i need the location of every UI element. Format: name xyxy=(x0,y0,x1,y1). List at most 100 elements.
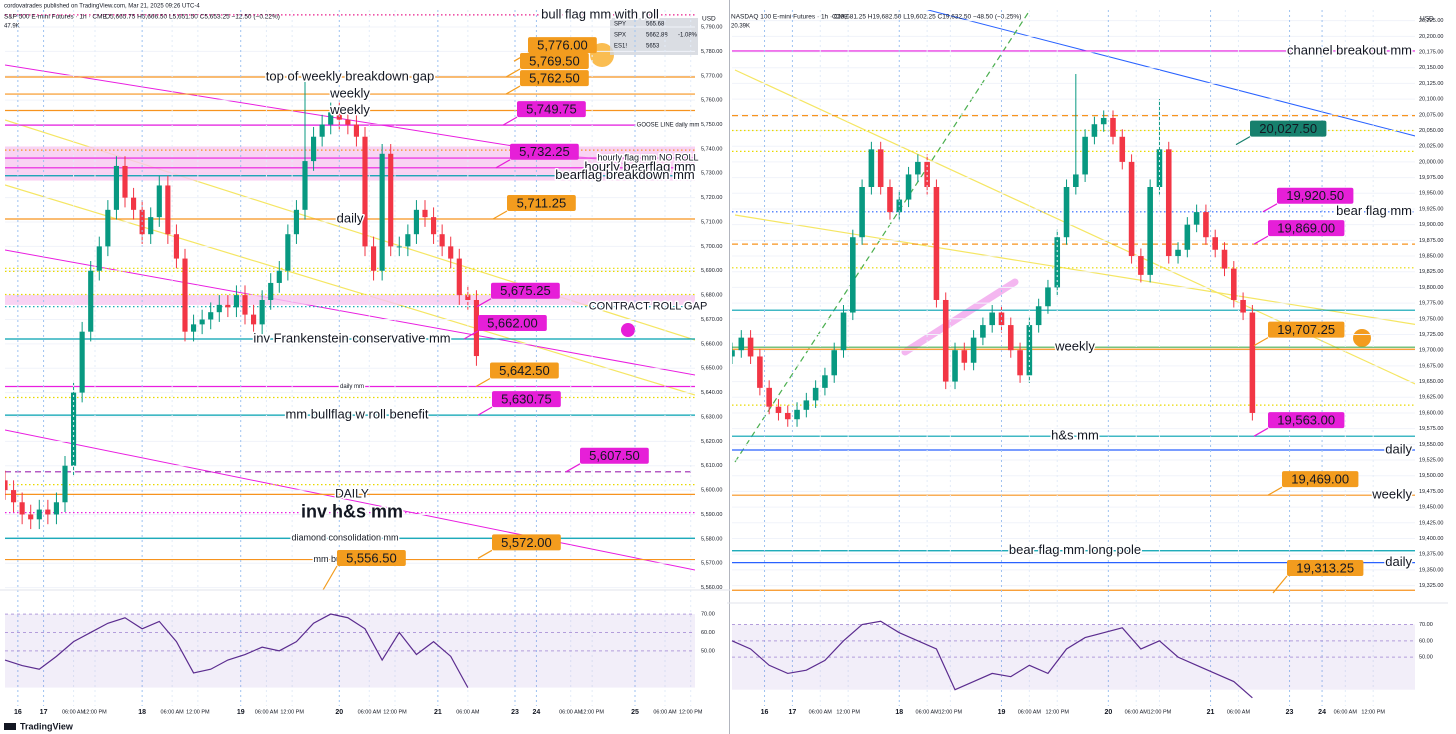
x-tick-label: 06:00 AM xyxy=(653,709,677,715)
level-text: diamond consolidation mm xyxy=(291,533,398,543)
price-callout-label: 20,027.50 xyxy=(1259,121,1317,136)
y-tick-label: 19,525.00 xyxy=(1419,457,1443,463)
candle-body xyxy=(747,337,754,357)
price-callout-label: 19,707.25 xyxy=(1277,322,1335,337)
callout-pointer xyxy=(492,210,508,220)
x-tick-label: 20 xyxy=(1104,709,1112,716)
candle-body xyxy=(319,124,325,137)
x-tick-label: 25 xyxy=(631,709,639,716)
candle-body xyxy=(989,312,995,326)
y-tick-label: 5,760.00 xyxy=(701,98,722,104)
candle-body xyxy=(71,392,77,466)
rsi-tick-label: 60.00 xyxy=(701,630,715,636)
candle-body xyxy=(225,304,231,308)
logo xyxy=(4,723,16,730)
x-tick-label: 16 xyxy=(761,709,769,716)
candle-body xyxy=(1100,117,1107,125)
volume-label: 47.9K xyxy=(4,24,20,30)
candle-body xyxy=(53,502,59,515)
level-text: GOOSE LINE daily mm xyxy=(637,123,700,129)
price-callout xyxy=(337,550,406,566)
y-tick-label: 5,580.00 xyxy=(701,536,722,542)
trend-line xyxy=(734,69,1415,385)
volume-label: 20.39K xyxy=(731,24,750,30)
price-callout-label: 19,563.00 xyxy=(1277,413,1335,428)
y-tick-label: 20,100.00 xyxy=(1419,97,1443,103)
candle-body xyxy=(812,387,819,401)
rsi-tick-label: 60.00 xyxy=(1419,638,1433,644)
price-callout xyxy=(1287,560,1364,576)
candle-body xyxy=(1073,174,1079,187)
y-tick-label: 19,400.00 xyxy=(1419,536,1443,542)
x-tick-label: 06:00 AM xyxy=(161,709,185,715)
watchlist-cell: 5653 xyxy=(646,44,660,50)
level-text: bearflag breakdown mm xyxy=(555,167,694,182)
level-text: hourly flag mm NO ROLL xyxy=(597,152,698,162)
price-callout xyxy=(1268,412,1345,429)
currency: USD xyxy=(1420,16,1434,23)
y-tick-label: 19,325.00 xyxy=(1419,583,1443,589)
candle-body xyxy=(1193,212,1200,225)
y-tick-label: 20,075.00 xyxy=(1419,112,1443,118)
y-tick-label: 5,710.00 xyxy=(701,219,722,225)
candle-body xyxy=(1063,187,1070,238)
callout-pointer xyxy=(322,565,338,591)
price-callout xyxy=(1250,120,1327,137)
candle-body xyxy=(182,258,188,332)
x-tick-label: 21 xyxy=(434,709,442,716)
price-callout-label: 5,556.50 xyxy=(346,550,397,565)
level-text: hourly bearflag mm xyxy=(584,159,695,174)
candle-body xyxy=(952,350,958,382)
callout-pointer xyxy=(1253,337,1269,347)
callout-pointer xyxy=(505,68,521,78)
candle-body xyxy=(905,174,912,200)
candle-body xyxy=(1221,249,1228,269)
candle-body xyxy=(794,409,800,420)
y-tick-label: 19,500.00 xyxy=(1419,473,1443,479)
x-tick-label: 06:00 AM xyxy=(559,709,583,715)
candle-body xyxy=(5,480,8,491)
x-tick-label: 21 xyxy=(1207,709,1215,716)
candle-body xyxy=(1054,237,1061,288)
y-tick-label: 20,225.00 xyxy=(1419,18,1443,24)
callout-pointer xyxy=(1253,427,1269,437)
price-callout-label: 5,630.75 xyxy=(501,392,552,407)
x-tick-label: 12:00 PM xyxy=(186,709,210,715)
candle-body xyxy=(1110,117,1116,137)
level-text: bear flag mm xyxy=(1336,203,1412,218)
candle-body xyxy=(859,187,865,238)
callout-pointer xyxy=(475,377,491,388)
key-icon xyxy=(621,323,635,337)
x-tick-label: 06:00 AM xyxy=(1018,709,1042,715)
candle-body xyxy=(1147,187,1153,275)
candle-body xyxy=(113,165,119,210)
candle-body xyxy=(276,270,282,283)
y-tick-label: 19,475.00 xyxy=(1419,489,1443,495)
price-callout-label: 5,776.00 xyxy=(537,38,588,53)
x-tick-label: 06:00 AM xyxy=(62,709,86,715)
level-text: daily xyxy=(337,210,364,225)
x-tick-label: 06:00 AM xyxy=(809,709,833,715)
candle-body xyxy=(961,350,968,363)
candle-body xyxy=(877,149,884,187)
candle-body xyxy=(105,209,111,247)
y-tick-label: 19,950.00 xyxy=(1419,191,1443,197)
watchlist-cell: -1.08% xyxy=(678,33,698,39)
callout-pointer xyxy=(565,463,581,473)
watchlist-cell: SPY xyxy=(614,22,626,28)
y-tick-label: 20,175.00 xyxy=(1419,50,1443,56)
x-tick-label: 12:00 PM xyxy=(383,709,407,715)
y-tick-label: 20,000.00 xyxy=(1419,159,1443,165)
candle-body xyxy=(345,119,351,125)
y-tick-label: 5,720.00 xyxy=(701,195,722,201)
candle-body xyxy=(11,490,17,503)
candle-body xyxy=(413,209,419,235)
candle-body xyxy=(371,246,377,271)
candle-body xyxy=(1045,287,1051,307)
candle-body xyxy=(1035,306,1042,326)
y-tick-label: 20,025.00 xyxy=(1419,144,1443,150)
price-callout xyxy=(492,391,561,408)
callout-pointer xyxy=(1253,235,1269,245)
y-tick-label: 19,825.00 xyxy=(1419,269,1443,275)
y-tick-label: 19,600.00 xyxy=(1419,410,1443,416)
